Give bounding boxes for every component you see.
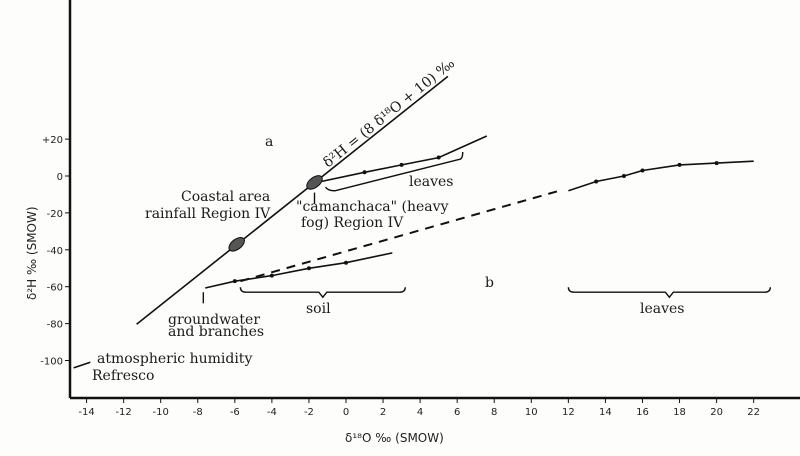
x-tick-label: -12 <box>115 407 131 418</box>
x-tick-label: -10 <box>153 407 169 418</box>
series-line-0 <box>136 75 449 325</box>
series-line-4 <box>568 160 754 192</box>
y-tick-label: +20 <box>42 135 63 146</box>
x-tick-label: -2 <box>304 407 314 418</box>
data-point <box>594 179 599 184</box>
data-point <box>621 174 626 178</box>
soil-brace <box>239 287 406 299</box>
equation-label: δ²H = (8 δ¹⁸O + 10) ‰ <box>320 55 458 171</box>
panel-label-b: b <box>485 275 494 291</box>
x-tick-label: 4 <box>417 407 423 418</box>
coastal-label-2: rainfall Region IV <box>145 206 271 222</box>
y-tick-label: -40 <box>47 246 63 257</box>
x-tick-label: 14 <box>599 407 612 418</box>
y-tick-label: -80 <box>47 320 63 331</box>
atm-label-2: Refresco <box>92 368 154 384</box>
groundwater-label-1: groundwater <box>168 312 260 328</box>
groundwater-label-2: and branches <box>168 324 264 340</box>
series-line-5 <box>73 361 91 369</box>
y-tick-label: -100 <box>40 357 63 368</box>
x-tick-label: 22 <box>747 407 760 418</box>
y-tick-label: -20 <box>47 209 63 220</box>
x-tick-label: 10 <box>525 407 538 418</box>
data-point <box>306 266 311 271</box>
data-point <box>436 155 441 160</box>
data-point <box>232 279 237 284</box>
x-tick-label: -4 <box>267 407 277 418</box>
leaves-b-brace <box>567 287 772 299</box>
x-tick-label: 0 <box>343 407 349 418</box>
y-tick-label: -60 <box>47 283 63 294</box>
data-point <box>344 260 348 265</box>
x-tick-label: -8 <box>193 407 203 418</box>
leaves-b-label: leaves <box>640 301 685 317</box>
data-point <box>269 273 274 278</box>
x-axis-label: δ¹⁸O ‰ (SMOW) <box>345 431 444 445</box>
x-tick-label: 2 <box>380 407 386 418</box>
data-point <box>714 161 719 166</box>
x-tick-label: 6 <box>454 407 460 418</box>
data-point <box>640 168 645 173</box>
y-axis-label: δ²H ‰ (SMOW) <box>25 206 39 300</box>
x-tick-label: 18 <box>673 407 686 418</box>
atm-label-1: atmospheric humidity <box>97 351 252 367</box>
coastal-label-1: Coastal area <box>181 189 270 205</box>
series-line-3 <box>240 189 560 283</box>
fog-label-1: "camanchaca" (heavy <box>296 199 449 215</box>
data-point <box>677 162 682 167</box>
x-tick-label: -14 <box>78 407 94 418</box>
x-tick-label: 16 <box>636 407 649 418</box>
leaves-a-brace <box>324 152 464 192</box>
soil-label: soil <box>306 301 331 317</box>
y-tick-label: 0 <box>57 172 63 183</box>
x-tick-label: 8 <box>491 407 497 418</box>
x-tick-label: 20 <box>710 407 723 418</box>
fog-label-2: fog) Region IV <box>301 215 404 231</box>
data-cluster <box>228 236 245 252</box>
leaves-a-label: leaves <box>409 174 454 190</box>
panel-label-a: a <box>265 134 273 150</box>
data-cluster <box>306 175 323 190</box>
data-point <box>399 162 404 167</box>
series-line-2 <box>205 252 393 289</box>
x-tick-label: 12 <box>562 407 575 418</box>
data-point <box>362 170 367 175</box>
x-tick-label: -6 <box>230 407 240 418</box>
